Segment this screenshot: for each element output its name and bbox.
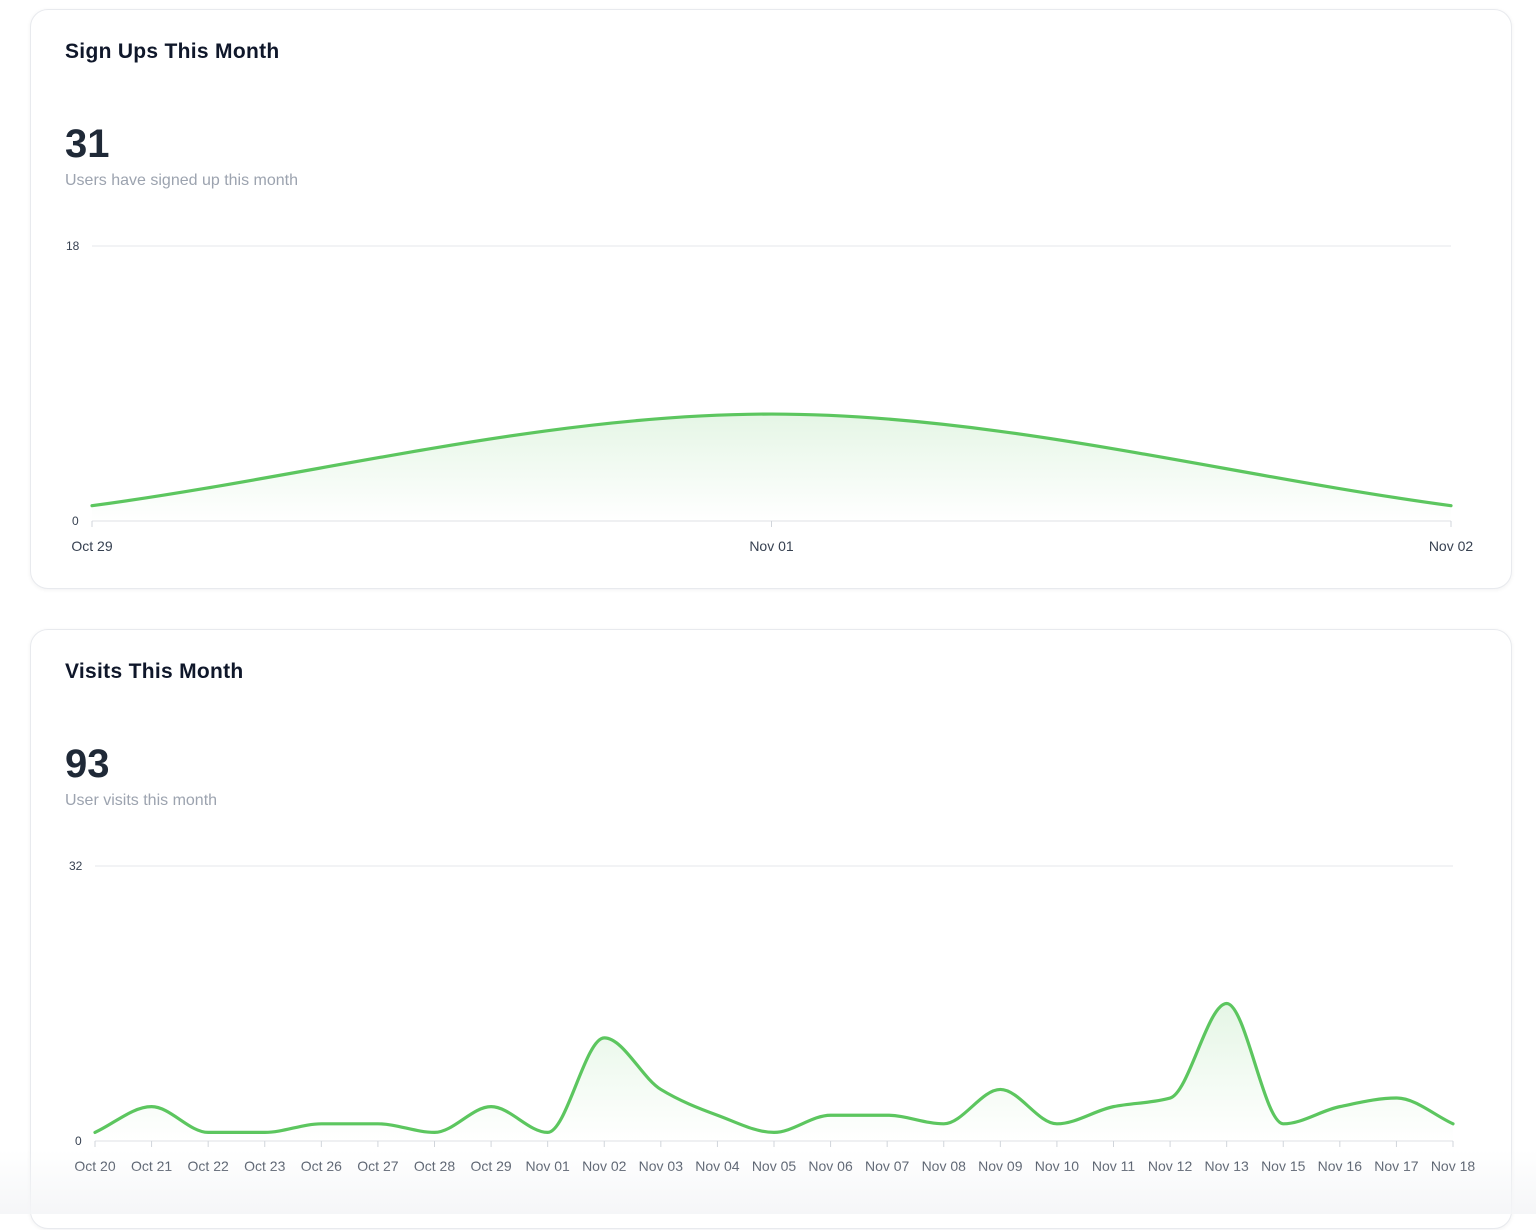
visits-data-point[interactable] [318, 1121, 324, 1127]
signups-ytick-max: 18 [66, 239, 80, 253]
visits-card: Visits This Month 93 User visits this mo… [30, 629, 1512, 1229]
visits-data-point[interactable] [149, 1104, 155, 1110]
signups-ytick-min: 0 [72, 514, 79, 528]
visits-xtick-label: Nov 04 [695, 1158, 740, 1174]
visits-data-point[interactable] [658, 1086, 664, 1092]
signups-title: Sign Ups This Month [65, 40, 280, 63]
visits-data-point[interactable] [714, 1112, 720, 1118]
visits-xtick-label: Oct 27 [357, 1158, 398, 1174]
signups-card: Sign Ups This Month 31 Users have signed… [30, 9, 1512, 589]
visits-series-line[interactable] [93, 1001, 1455, 1135]
visits-xtick-label: Nov 18 [1431, 1158, 1476, 1174]
visits-data-point[interactable] [884, 1112, 890, 1118]
visits-title: Visits This Month [65, 660, 244, 683]
signups-series-line[interactable] [90, 412, 1453, 508]
visits-ytick-min: 0 [75, 1134, 82, 1148]
visits-data-point[interactable] [1280, 1121, 1286, 1127]
signups-xtick-label: Nov 01 [749, 538, 794, 554]
visits-ytick-max: 32 [69, 859, 83, 873]
visits-xtick-label: Nov 09 [978, 1158, 1023, 1174]
visits-series-area [95, 1003, 1453, 1141]
visits-data-point[interactable] [1111, 1104, 1117, 1110]
visits-data-point[interactable] [997, 1086, 1003, 1092]
visits-xtick-label: Nov 07 [865, 1158, 910, 1174]
visits-data-point[interactable] [1450, 1121, 1456, 1127]
visits-xtick-label: Oct 22 [188, 1158, 229, 1174]
signups-data-point[interactable] [89, 503, 95, 509]
visits-xtick-label: Oct 21 [131, 1158, 172, 1174]
visits-data-point[interactable] [1337, 1104, 1343, 1110]
visits-data-point[interactable] [941, 1121, 947, 1127]
visits-xtick-label: Nov 02 [582, 1158, 627, 1174]
signups-data-point[interactable] [769, 411, 775, 417]
signups-caption: Users have signed up this month [65, 172, 299, 189]
visits-xtick-label: Nov 17 [1374, 1158, 1419, 1174]
visits-xtick-label: Nov 08 [922, 1158, 967, 1174]
visits-data-point[interactable] [205, 1129, 211, 1135]
signups-xtick-label: Oct 29 [71, 538, 112, 554]
visits-data-point[interactable] [488, 1104, 494, 1110]
visits-xtick-label: Oct 28 [414, 1158, 455, 1174]
visits-data-point[interactable] [1393, 1095, 1399, 1101]
signups-chart: 18 0 Oct 29 Nov 01 Nov 02 [66, 239, 1474, 554]
visits-data-point[interactable] [601, 1035, 607, 1041]
visits-data-point[interactable] [771, 1129, 777, 1135]
visits-xtick-label: Nov 01 [525, 1158, 570, 1174]
visits-data-point[interactable] [432, 1129, 438, 1135]
visits-data-point[interactable] [828, 1112, 834, 1118]
visits-xtick-label: Nov 03 [639, 1158, 684, 1174]
visits-xtick-label: Nov 05 [752, 1158, 797, 1174]
visits-data-point[interactable] [545, 1129, 551, 1135]
visits-count: 93 [65, 742, 110, 786]
visits-xtick-label: Nov 11 [1092, 1158, 1136, 1174]
visits-xtick-label: Nov 12 [1148, 1158, 1193, 1174]
visits-data-point[interactable] [1224, 1001, 1230, 1007]
visits-data-point[interactable] [92, 1129, 98, 1135]
visits-xtick-label: Nov 10 [1035, 1158, 1080, 1174]
visits-data-point[interactable] [1054, 1121, 1060, 1127]
visits-data-point[interactable] [1167, 1095, 1173, 1101]
visits-xtick-label: Nov 13 [1204, 1158, 1249, 1174]
visits-xtick-label: Oct 20 [74, 1158, 115, 1174]
signups-series-area [92, 414, 1451, 521]
visits-xtick-label: Nov 16 [1318, 1158, 1363, 1174]
visits-xtick-label: Nov 06 [808, 1158, 853, 1174]
visits-chart: 32 0 Oct 20 Oct 21 Oct 22 Oct 23 Oct 26 Oct 27 O… [69, 859, 1476, 1174]
visits-xtick-label: Nov 15 [1261, 1158, 1306, 1174]
visits-caption: User visits this month [65, 792, 218, 809]
visits-data-point[interactable] [262, 1129, 268, 1135]
visits-xtick-label: Oct 23 [244, 1158, 285, 1174]
visits-xtick-label: Oct 29 [470, 1158, 511, 1174]
visits-xtick-label: Oct 26 [301, 1158, 342, 1174]
signups-xtick-label: Nov 02 [1429, 538, 1474, 554]
signups-data-point[interactable] [1448, 503, 1454, 509]
signups-count: 31 [65, 122, 110, 166]
visits-data-point[interactable] [375, 1121, 381, 1127]
